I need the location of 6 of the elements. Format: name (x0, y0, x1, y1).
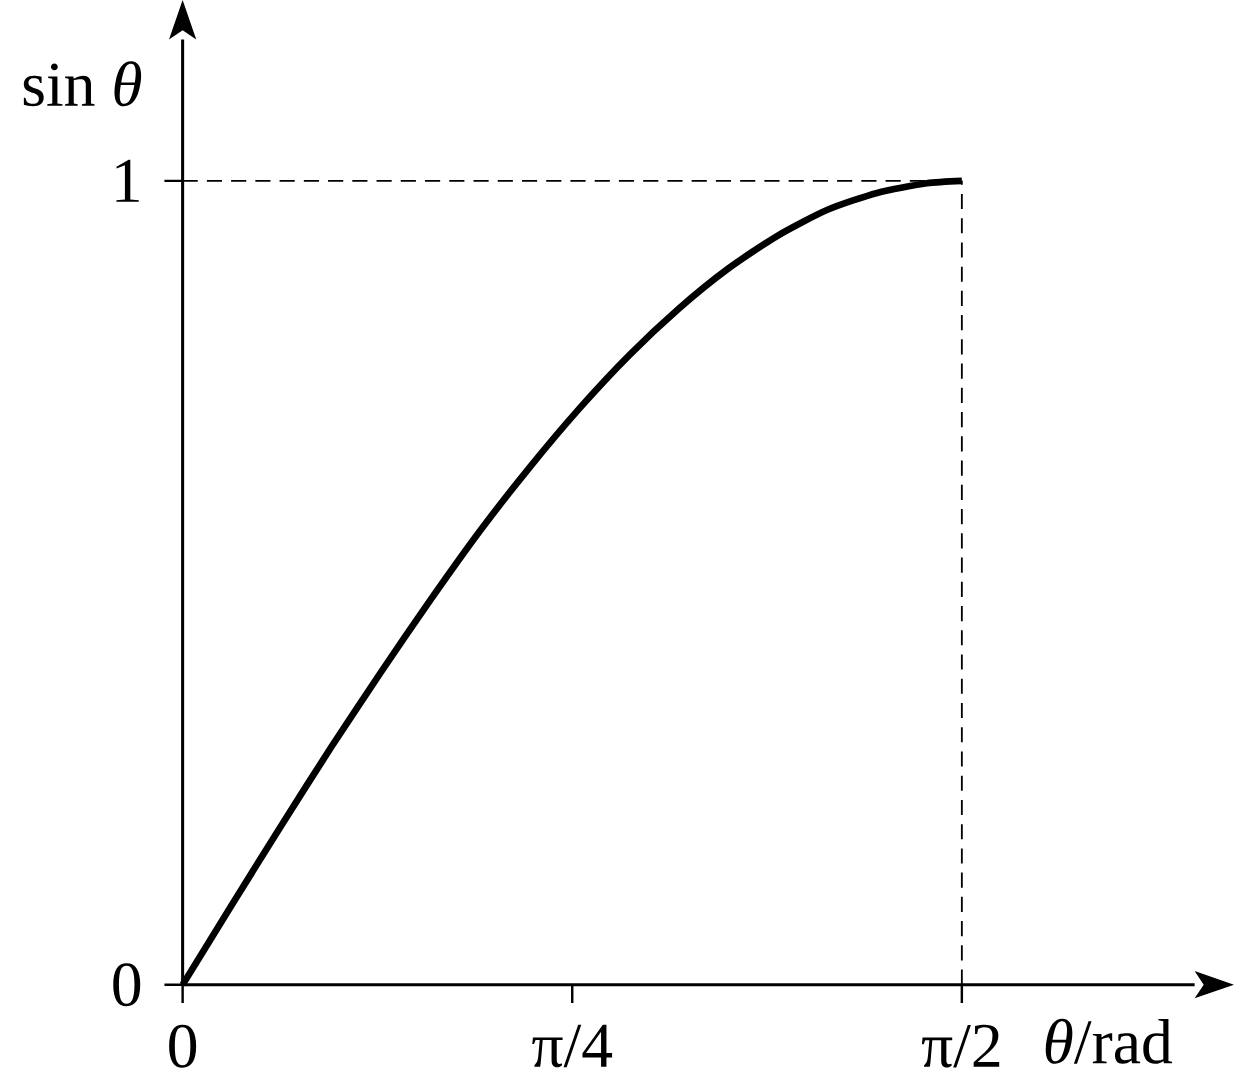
x-axis-title: θ/rad (1045, 1018, 1173, 1064)
x-tick-label: π/4 (532, 1024, 613, 1068)
y-tick-label: 1 (116, 159, 139, 202)
x-tick-label: π/2 (921, 1024, 1000, 1068)
y-axis-title: sin θ (23, 61, 142, 107)
x-tick-label: 0 (169, 1024, 197, 1068)
